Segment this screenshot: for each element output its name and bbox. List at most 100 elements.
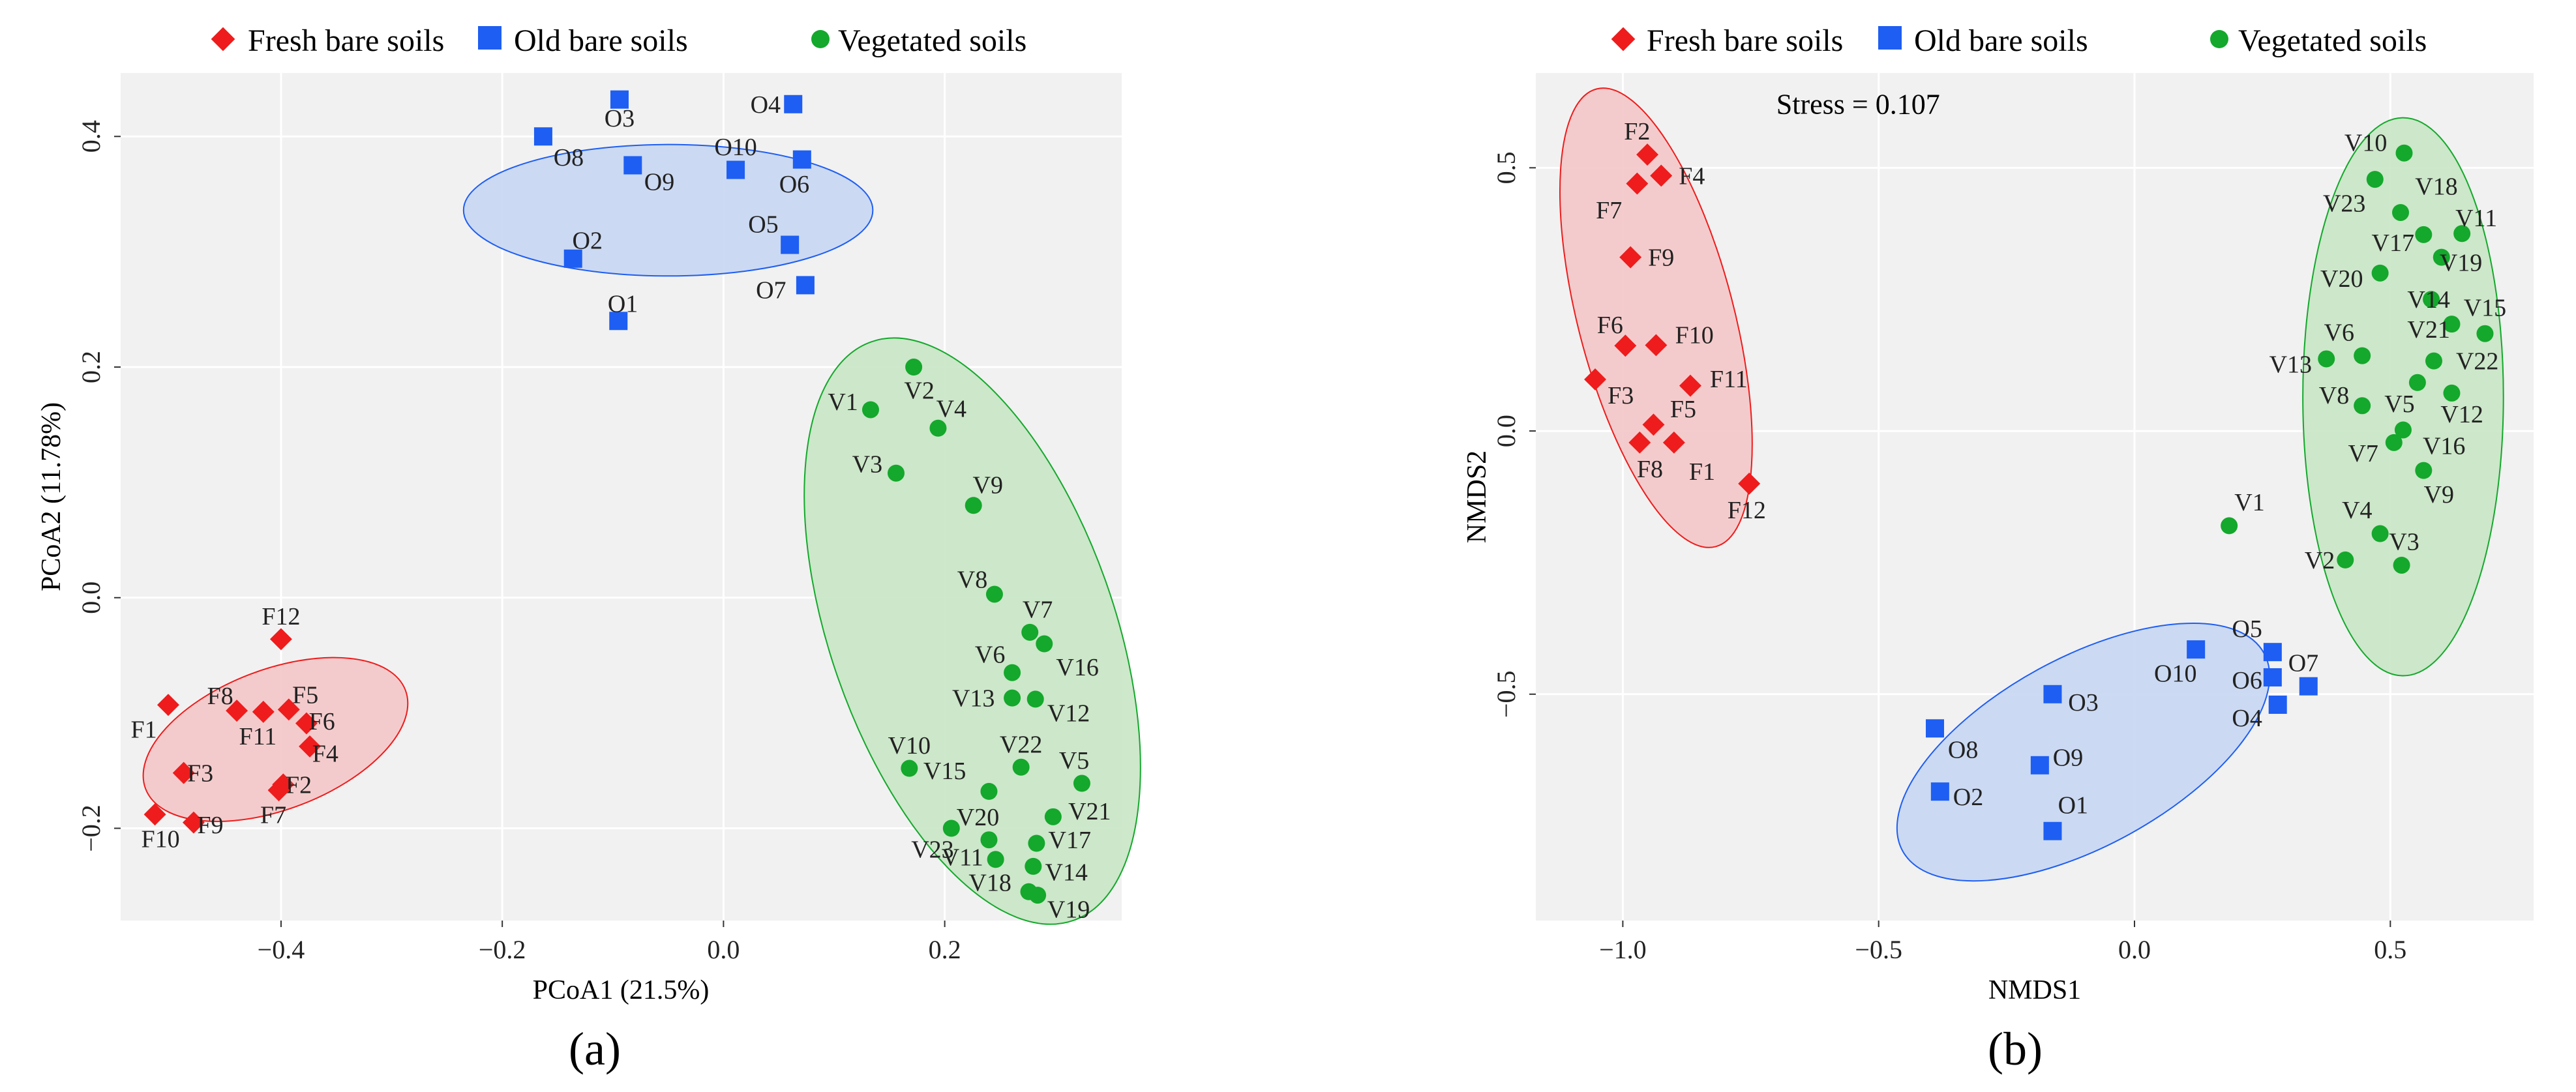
point-label: F5 (292, 681, 318, 709)
point-F9 (182, 811, 205, 834)
point-label: F2 (1624, 118, 1650, 145)
point-label: V13 (2269, 351, 2312, 379)
point-label: F6 (309, 708, 335, 735)
y-tick-label: −0.5 (1491, 671, 1521, 718)
point-V12 (1026, 690, 1044, 708)
point-label: V6 (2324, 319, 2354, 346)
point-label: F1 (131, 716, 157, 743)
point-O4 (784, 95, 803, 113)
point-V13 (1004, 689, 1021, 707)
point-label: V10 (2344, 130, 2387, 157)
point-V7 (1021, 623, 1039, 641)
legend-old-label: Old bare soils (514, 23, 688, 58)
point-label: O3 (605, 105, 635, 132)
point-label: F6 (1597, 312, 1623, 339)
group-ellipses (1559, 87, 2504, 882)
point-V23 (2366, 171, 2384, 188)
point-label: F9 (197, 812, 223, 839)
point-label: V14 (1045, 859, 1087, 887)
x-tick-label: 0.5 (2374, 935, 2406, 964)
point-label: F10 (1675, 321, 1714, 349)
point-label: V19 (1047, 896, 1090, 923)
point-label: O5 (2232, 615, 2262, 643)
point-label: V20 (2320, 265, 2363, 293)
point-O5 (781, 235, 800, 254)
point-label: O8 (554, 144, 584, 171)
point-F8 (226, 700, 248, 722)
point-label: V9 (973, 471, 1003, 499)
point-label: V15 (2464, 294, 2506, 321)
point-label: V1 (828, 389, 858, 416)
point-label: F11 (239, 723, 277, 750)
point-V10 (901, 760, 918, 777)
point-V15 (980, 782, 998, 800)
point-label: F12 (1728, 497, 1766, 524)
x-tick-label: 0.2 (929, 935, 961, 964)
legend-old-marker (478, 26, 502, 50)
data-points: F1F2F3F4F5F6F7F8F9F10F11F12O1O2O3O4O5O6O… (1584, 118, 2506, 840)
point-label: V12 (1047, 700, 1090, 728)
x-tick-label: −0.4 (258, 935, 305, 964)
point-label: V22 (2456, 348, 2498, 376)
data-points: F1F2F3F4F5F6F7F8F9F10F11F12O1O2O3O4O5O6O… (131, 90, 1111, 923)
legend-veg-marker (2210, 30, 2228, 48)
point-V17 (2415, 226, 2433, 243)
point-label: F3 (1608, 382, 1634, 409)
point-label: V16 (2423, 433, 2465, 460)
point-label: V15 (923, 758, 966, 785)
stress-annotation: Stress = 0.107 (1776, 88, 1940, 120)
point-O6 (792, 150, 811, 169)
point-label: V11 (2455, 205, 2497, 232)
point-V14 (2423, 291, 2440, 308)
point-V9 (965, 497, 982, 514)
point-V16 (2394, 421, 2412, 439)
axis-ticks: −1.0 −0.5 0.0 0.5 −0.5 0.0 0.5 (1491, 151, 2406, 964)
point-label: O9 (644, 168, 674, 196)
point-label: V8 (957, 566, 987, 593)
point-label: V6 (975, 641, 1005, 668)
point-label: O7 (2288, 649, 2318, 677)
point-V12 (2443, 384, 2461, 402)
point-label: V19 (2440, 250, 2482, 277)
point-V2 (2337, 551, 2354, 568)
point-O2 (1930, 782, 1949, 801)
point-O1 (609, 312, 628, 331)
point-O5 (2263, 643, 2282, 662)
point-label: V21 (2407, 316, 2449, 344)
point-V4 (929, 419, 947, 437)
point-label: V18 (968, 870, 1011, 897)
point-label: F9 (1648, 244, 1674, 272)
y-tick-label: 0.0 (1491, 415, 1521, 447)
point-label: V5 (2384, 391, 2414, 418)
y-tick-label: 0.4 (76, 120, 106, 153)
point-label: V7 (2348, 440, 2378, 467)
point-O10 (2187, 640, 2206, 659)
point-label: V4 (936, 396, 966, 423)
point-O7 (796, 276, 815, 295)
point-label: V23 (911, 836, 953, 863)
legend-old-marker (1878, 26, 1902, 50)
axis-ticks: −0.4 −0.2 0.0 0.2 −0.2 0.0 0.2 0.4 (76, 120, 961, 964)
point-label: O8 (1948, 737, 1978, 764)
point-label: V12 (2440, 401, 2483, 428)
legend-b: Fresh bare soils Old bare soils Vegetate… (1611, 23, 2427, 58)
point-F3 (172, 761, 195, 784)
point-label: V2 (904, 377, 934, 404)
point-label: V9 (2424, 481, 2454, 509)
confidence-ellipse-fresh (1559, 87, 1753, 548)
point-O10 (726, 160, 745, 179)
point-label: V20 (957, 804, 999, 831)
point-O6 (2263, 668, 2282, 686)
point-label: V23 (2323, 190, 2365, 217)
point-F4 (299, 735, 322, 758)
confidence-ellipse-fresh (142, 657, 409, 822)
point-label: V4 (2342, 497, 2372, 524)
point-F11 (252, 700, 275, 723)
y-tick-label: 0.5 (1491, 151, 1521, 184)
point-V13 (2318, 350, 2335, 368)
point-V4 (2371, 525, 2389, 542)
panel-label-a: (a) (569, 1023, 621, 1075)
point-O3 (610, 90, 629, 109)
y-tick-label: 0.0 (76, 582, 106, 614)
